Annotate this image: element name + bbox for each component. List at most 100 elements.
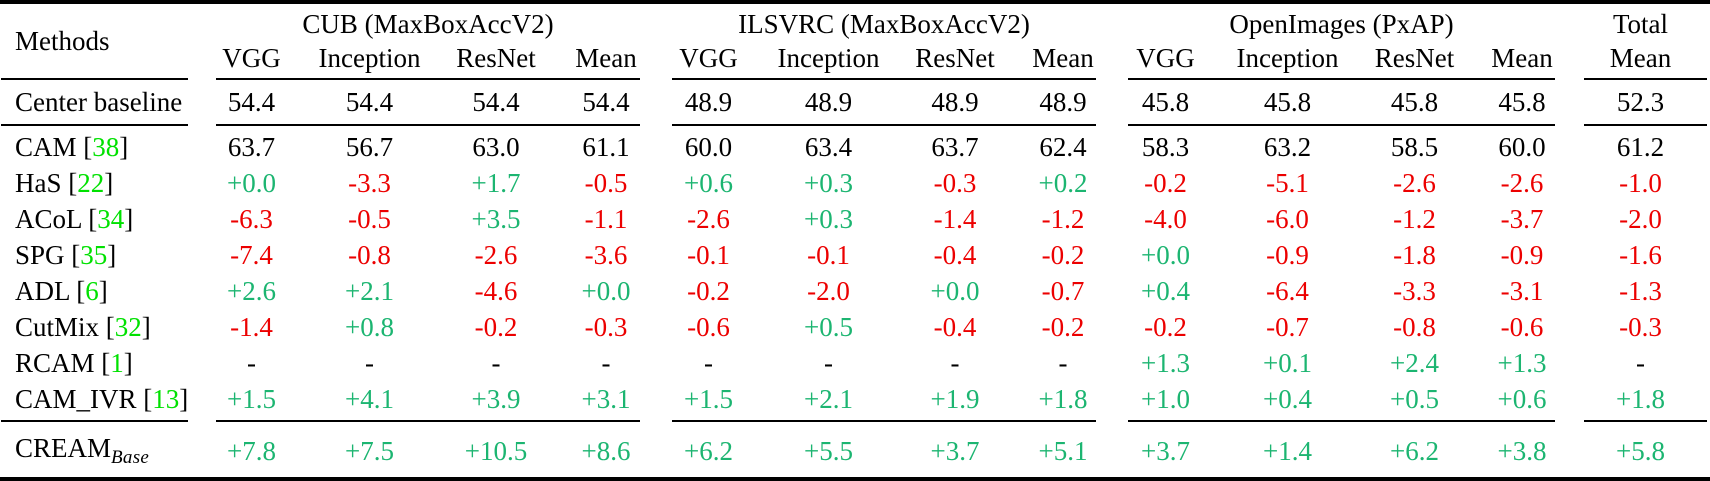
value-cell: - [950,347,960,378]
value-cell: 61.1 [582,131,630,162]
method-label: HaS [22] [15,167,114,198]
value-cell: -0.5 [348,203,391,234]
cream-section: CREAMBase +7.8 +7.5 +10.5 +8.6 +6.2 +5.5 +3.7 +5… [0,425,1710,477]
value-cell: +0.1 [1263,347,1312,378]
value-cell: -0.3 [933,167,977,198]
value-cell: -7.4 [230,239,273,270]
method-label: Center baseline [0,83,200,121]
value-cell: +1.3 [1141,347,1190,378]
value-cell: -6.3 [230,203,273,234]
value-cell: -4.0 [1144,203,1187,234]
value-cell: -1.0 [1619,167,1662,198]
value-cell: +0.0 [1141,239,1190,270]
value-cell: -2.0 [1619,203,1662,234]
value-cell: -1.8 [1393,239,1436,270]
citation-number: 22 [77,167,105,198]
column-header-mean: Mean [1491,43,1553,74]
bottom-rule-section [0,477,1710,481]
value-cell: -0.8 [348,239,391,270]
value-cell: +1.0 [1141,383,1190,414]
value-cell: 54.4 [227,86,276,117]
table-row: HaS [22] +0.0 -3.3 +1.7 -0.5 +0.6 +0.3 -0.3 +0.2… [0,165,1710,201]
rule-segment [1,124,188,126]
value-cell: 62.4 [1039,131,1087,162]
value-cell: 45.8 [1498,86,1546,117]
value-cell: -0.2 [1041,239,1085,270]
value-cell: -0.4 [933,311,977,342]
method-label: CAM_IVR [13] [15,383,189,414]
table-row: CAM_IVR [13] +1.5 +4.1 +3.9 +3.1 +1.5 +2.1 +1.9… [0,381,1710,417]
value-cell: +7.5 [345,435,394,466]
bottom-rule [0,477,1710,481]
baseline-rule [0,121,1710,129]
value-cell: -0.7 [1266,311,1309,342]
value-cell: +0.0 [227,167,276,198]
value-cell: -1.2 [1041,203,1085,234]
value-cell: 63.7 [931,131,979,162]
citation-number: 1 [110,347,124,378]
value-cell: -0.4 [933,239,977,270]
rule-segment [1584,78,1707,80]
column-header-resnet: ResNet [1374,43,1455,74]
column-header-inception: Inception [777,43,880,74]
citation-number: 13 [152,383,180,414]
value-cell: +0.8 [345,311,394,342]
column-header-resnet: ResNet [456,43,536,74]
value-cell: +0.4 [1141,275,1190,306]
column-header-resnet: ResNet [915,43,995,74]
value-cell: +6.2 [1390,435,1439,466]
cream-rule [0,417,1710,425]
subheader-row: VGG Inception ResNet Mean VGG Inception ResNet… [0,42,1710,75]
column-header-inception: Inception [1236,43,1339,74]
method-name: SPG [15,239,65,270]
column-header-vgg: VGG [1136,43,1195,74]
group-header-ilsvrc: ILSVRC (MaxBoxAccV2) [738,9,1030,40]
value-cell: -0.2 [1144,311,1187,342]
value-cell: -6.4 [1266,275,1309,306]
value-cell: 48.9 [684,86,733,117]
table-row: ADL [6] +2.6 +2.1 -4.6 +0.0 -0.2 -2.0 +0.0 -0.7 +… [0,273,1710,309]
value-cell: -0.1 [687,239,730,270]
value-cell: +0.6 [1497,383,1547,414]
value-cell: -0.6 [687,311,730,342]
value-cell: -2.0 [807,275,850,306]
table-row: ACoL [34] -6.3 -0.5 +3.5 -1.1 -2.6 +0.3 -1.4 -1.… [0,201,1710,237]
rule-segment [216,78,640,80]
rule-segment [216,420,640,422]
citation-number: 38 [92,131,120,162]
value-cell: 63.4 [804,131,853,162]
group-header-cub: CUB (MaxBoxAccV2) [302,9,554,40]
value-cell: - [824,347,833,378]
method-label: ACoL [34] [15,203,134,234]
value-cell: +3.1 [581,383,631,414]
header-rule [0,75,1710,83]
method-name: Center baseline [15,86,183,117]
table-row: SPG [35] -7.4 -0.8 -2.6 -3.6 -0.1 -0.1 -0.4 -0.2… [0,237,1710,273]
value-cell: 54.4 [345,86,394,117]
value-cell: +1.3 [1497,347,1547,378]
value-cell: +4.1 [345,383,394,414]
value-cell: 52.3 [1616,86,1665,117]
group-header-total: Total [1612,9,1669,40]
value-cell: -0.8 [1393,311,1436,342]
method-name: HaS [15,167,62,198]
value-cell: -1.6 [1619,239,1662,270]
cream-rule-section [0,417,1710,425]
value-cell: -0.3 [584,311,628,342]
rule-segment [1,78,188,80]
table-row: Center baseline 54.4 54.4 54.4 54.4 48.9 48.9 4… [0,83,1710,121]
value-cell: +2.1 [345,275,394,306]
value-cell: -0.6 [1500,311,1544,342]
value-cell: +3.5 [471,203,521,234]
rule-segment [672,78,1096,80]
value-cell: 54.4 [582,86,630,117]
value-cell: -2.6 [1393,167,1436,198]
value-cell: -3.6 [584,239,628,270]
value-cell: -0.2 [1144,167,1187,198]
value-cell: 48.9 [804,86,853,117]
value-cell: -3.7 [1500,203,1544,234]
value-cell: +0.0 [581,275,631,306]
value-cell: -0.1 [807,239,850,270]
value-cell: -4.6 [474,275,518,306]
